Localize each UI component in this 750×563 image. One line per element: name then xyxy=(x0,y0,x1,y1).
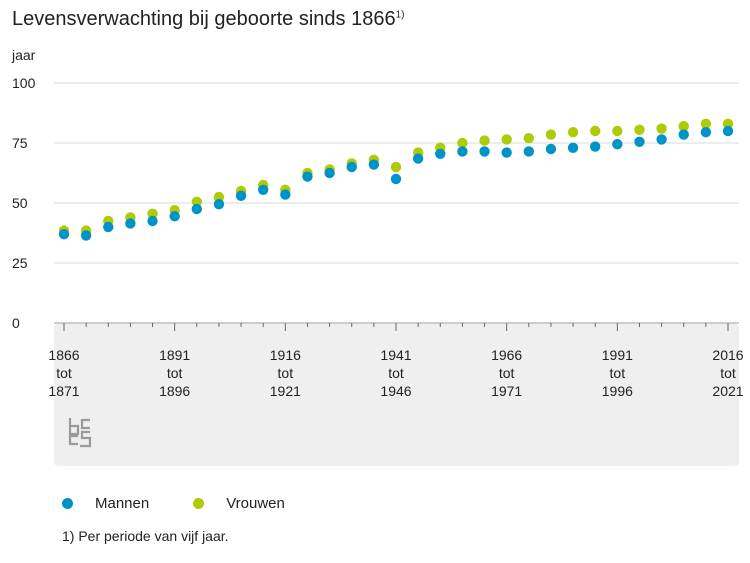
point-mannen-22 xyxy=(545,143,557,155)
x-tick-label-30-0: 2016 xyxy=(712,347,743,363)
x-tick-label-10-1: tot xyxy=(278,365,294,381)
gridlines xyxy=(54,82,739,324)
point-mannen-27 xyxy=(656,134,667,145)
footnote: 1) Per periode van vijf jaar. xyxy=(62,528,229,544)
x-tick-label-5-2: 1896 xyxy=(159,383,190,399)
point-mannen-24 xyxy=(590,141,601,152)
point-mannen-26 xyxy=(634,136,645,147)
chart-title: Levensverwachting bij geboorte sinds 186… xyxy=(12,8,405,30)
legend-item-mannen[interactable]: Mannen xyxy=(62,495,149,512)
point-mannen-13 xyxy=(346,161,357,173)
legend: Mannen Vrouwen xyxy=(62,495,329,512)
x-tick-label-25-0: 1991 xyxy=(602,347,633,363)
x-tick-label-15-0: 1941 xyxy=(380,347,411,363)
y-tick-label-75: 75 xyxy=(12,135,28,151)
y-tick-label-100: 100 xyxy=(12,75,36,91)
point-mannen-5 xyxy=(169,211,180,222)
point-vrouwen-18 xyxy=(457,137,468,149)
point-mannen-17 xyxy=(435,148,446,159)
x-tick-label-10-0: 1916 xyxy=(270,347,301,363)
point-mannen-28 xyxy=(678,129,689,140)
point-mannen-1 xyxy=(80,230,92,241)
point-mannen-21 xyxy=(523,146,534,157)
point-mannen-7 xyxy=(213,199,225,210)
point-vrouwen-25 xyxy=(612,125,623,137)
point-mannen-18 xyxy=(457,146,468,157)
point-vrouwen-22 xyxy=(545,129,557,140)
cbs-logo xyxy=(68,418,92,448)
y-tick-label-50: 50 xyxy=(12,195,28,211)
legend-marker-mannen xyxy=(62,498,73,509)
legend-label-mannen: Mannen xyxy=(95,495,150,512)
point-vrouwen-26 xyxy=(634,124,645,135)
x-tick-label-10-2: 1921 xyxy=(270,383,301,399)
point-vrouwen-28 xyxy=(678,121,689,132)
point-mannen-6 xyxy=(191,203,202,215)
y-axis-label: jaar xyxy=(11,47,36,63)
point-mannen-23 xyxy=(567,142,579,153)
point-vrouwen-20 xyxy=(501,134,512,145)
point-mannen-20 xyxy=(501,147,512,158)
point-mannen-0 xyxy=(58,229,70,240)
point-vrouwen-27 xyxy=(656,123,667,134)
point-mannen-9 xyxy=(258,184,269,195)
x-tick-labels: 1866 tot 1871 1891 tot 1896 1916 tot 1921 1941 tot… xyxy=(48,347,743,399)
point-mannen-15 xyxy=(390,173,402,185)
x-tick-label-5-1: tot xyxy=(167,365,183,381)
point-vrouwen-15 xyxy=(390,161,402,173)
x-tick-label-25-1: tot xyxy=(610,365,626,381)
point-vrouwen-4 xyxy=(147,208,158,219)
point-mannen-14 xyxy=(368,159,380,170)
y-tick-label-25: 25 xyxy=(12,255,28,271)
point-mannen-8 xyxy=(235,190,247,201)
point-vrouwen-30 xyxy=(722,118,734,129)
point-vrouwen-29 xyxy=(700,118,712,129)
point-mannen-19 xyxy=(479,146,490,157)
point-mannen-4 xyxy=(147,215,158,227)
life-expectancy-chart: jaar 0 25 50 75 100 1866 tot 1871 1891 tot 1896 19… xyxy=(11,47,744,466)
point-mannen-10 xyxy=(280,189,291,200)
point-vrouwen-7 xyxy=(213,191,225,203)
x-tick-label-15-2: 1946 xyxy=(380,383,411,399)
point-mannen-11 xyxy=(302,171,313,182)
legend-marker-vrouwen xyxy=(193,498,205,509)
x-tick-label-20-1: tot xyxy=(499,365,515,381)
x-tick-label-0-0: 1866 xyxy=(48,347,79,363)
x-tick-label-20-2: 1971 xyxy=(491,383,522,399)
title-footnote-marker: 1) xyxy=(395,9,405,21)
x-tick-label-20-0: 1966 xyxy=(491,347,522,363)
x-tick-label-30-2: 2021 xyxy=(712,383,743,399)
point-vrouwen-19 xyxy=(479,135,490,146)
y-tick-labels: 0 25 50 75 100 xyxy=(12,75,36,331)
x-tick-label-5-0: 1891 xyxy=(159,347,190,363)
point-vrouwen-6 xyxy=(191,196,202,207)
point-mannen-25 xyxy=(612,139,623,150)
point-mannen-12 xyxy=(324,167,335,179)
point-mannen-30 xyxy=(722,125,734,137)
x-tick-label-25-2: 1996 xyxy=(602,383,633,399)
y-tick-label-0: 0 xyxy=(12,315,20,331)
legend-item-vrouwen[interactable]: Vrouwen xyxy=(193,495,285,512)
point-vrouwen-23 xyxy=(567,127,579,138)
point-mannen-16 xyxy=(412,153,424,164)
x-tick-marks xyxy=(63,323,729,331)
data-points xyxy=(58,118,734,241)
x-axis-band xyxy=(54,324,739,466)
x-tick-label-0-2: 1871 xyxy=(48,383,79,399)
point-vrouwen-21 xyxy=(523,133,534,144)
point-vrouwen-24 xyxy=(590,125,601,137)
point-mannen-3 xyxy=(125,218,136,229)
point-mannen-29 xyxy=(700,127,712,138)
x-tick-label-0-1: tot xyxy=(56,365,72,381)
x-tick-label-15-1: tot xyxy=(388,365,404,381)
point-mannen-2 xyxy=(103,221,114,233)
x-tick-label-30-1: tot xyxy=(720,365,736,381)
legend-label-vrouwen: Vrouwen xyxy=(226,495,285,512)
